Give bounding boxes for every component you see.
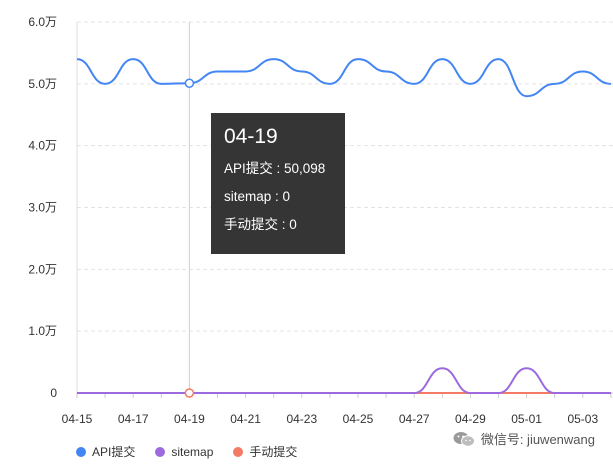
y-tick-label: 6.0万 (28, 15, 57, 29)
legend-swatch-manual (233, 446, 244, 457)
legend-label-manual: 手动提交 (249, 445, 298, 459)
y-tick-label: 0 (50, 386, 57, 400)
watermark: 微信号: jiuwenwang (453, 429, 595, 448)
y-tick-label: 2.0万 (28, 262, 57, 276)
series-line-sitemap (77, 367, 611, 394)
x-tick-label: 05-01 (511, 412, 542, 426)
legend-swatch-api (76, 446, 86, 457)
legend: API提交 sitemap 手动提交 (76, 443, 317, 460)
legend-swatch-sitemap (155, 446, 166, 457)
legend-item-api[interactable]: API提交 (76, 443, 135, 460)
y-tick-label: 5.0万 (28, 77, 57, 91)
wechat-icon (453, 431, 475, 447)
tooltip-row-manual: 手动提交 : 0 (224, 217, 297, 232)
hover-point-manual (184, 388, 195, 398)
x-tick-label: 04-15 (62, 412, 93, 426)
y-tick-label: 4.0万 (28, 139, 57, 153)
tooltip-row-api: API提交 : 50,098 (224, 161, 326, 176)
x-tick-label: 04-29 (455, 412, 486, 426)
legend-label-api: API提交 (92, 445, 136, 459)
x-tick-label: 04-21 (230, 412, 261, 426)
x-tick-label: 04-19 (174, 412, 205, 426)
watermark-text: 微信号: jiuwenwang (480, 432, 595, 447)
x-tick-label: 04-23 (286, 412, 317, 426)
y-tick-label: 3.0万 (28, 201, 57, 215)
legend-label-sitemap: sitemap (171, 444, 214, 459)
x-tick-label: 05-03 (567, 412, 598, 426)
tooltip-title: 04-19 (224, 125, 278, 148)
y-tick-label: 1.0万 (28, 324, 57, 338)
series-line-api (76, 58, 611, 98)
x-tick-label: 04-17 (118, 412, 149, 426)
legend-item-manual[interactable]: 手动提交 (233, 443, 297, 460)
hover-point-api (184, 78, 195, 88)
x-tick-label: 04-25 (343, 412, 374, 426)
x-tick-label: 04-27 (399, 412, 430, 426)
tooltip-row-sitemap: sitemap : 0 (224, 189, 291, 204)
legend-item-sitemap[interactable]: sitemap (155, 445, 213, 459)
tooltip: 04-19 API提交 : 50,098 sitemap : 0 手动提交 : … (211, 113, 345, 254)
